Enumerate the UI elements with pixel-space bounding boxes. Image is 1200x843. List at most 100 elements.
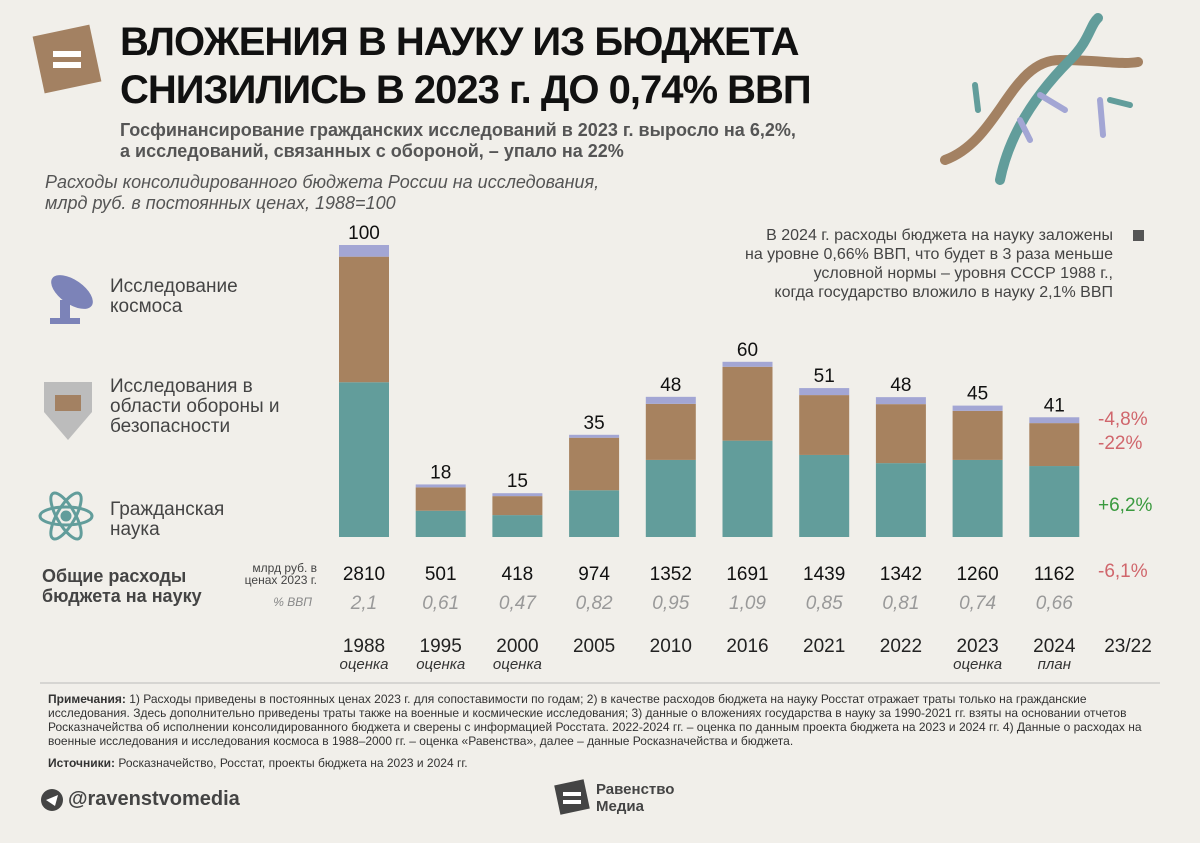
- bar-segment: [1029, 466, 1080, 537]
- change-label: -22%: [1098, 433, 1143, 454]
- spending-value: 501: [425, 564, 457, 585]
- gdp-share: 0,74: [959, 593, 996, 614]
- subtitle: Госфинансирование гражданских исследован…: [120, 120, 796, 140]
- change-label: -4,8%: [1098, 409, 1148, 430]
- bar-segment: [339, 245, 389, 257]
- annotation: когда государство вложило в науку 2,1% В…: [774, 284, 1113, 301]
- brand-name: Равенство: [596, 781, 675, 798]
- chart-caption: млрд руб. в постоянных ценах, 1988=100: [45, 193, 396, 213]
- spending-value: 1352: [650, 564, 692, 585]
- subtitle: а исследований, связанных с обороной, – …: [120, 141, 624, 161]
- bar-segment: [492, 496, 543, 516]
- bar-segment: [415, 510, 466, 537]
- category-note: оценка: [340, 656, 389, 673]
- gdp-share: 0,85: [806, 593, 843, 614]
- category-label: 2023: [956, 636, 998, 657]
- unit-label: % ВВП: [273, 595, 312, 609]
- gdp-share: 0,82: [576, 593, 613, 614]
- bar-segment: [415, 487, 466, 511]
- bar-segment: [799, 395, 850, 455]
- bar-segment: [492, 515, 543, 537]
- spending-value: 1691: [726, 564, 768, 585]
- total-label: 15: [507, 471, 528, 492]
- spending-value: 1342: [880, 564, 922, 585]
- sources: Источники: Росказначейство, Росстат, про…: [48, 756, 468, 770]
- annotation-marker: [1133, 230, 1144, 241]
- bar-segment: [492, 493, 543, 497]
- sources-text: Источники:: [48, 756, 116, 770]
- total-label: 48: [660, 375, 681, 396]
- bar-segment: [875, 463, 926, 537]
- spending-value: 974: [578, 564, 610, 585]
- bar-segment: [722, 361, 773, 367]
- gdp-share: 1,09: [729, 593, 766, 614]
- gdp-share: 2,1: [350, 593, 377, 614]
- unit-label: ценах 2023 г.: [245, 573, 317, 587]
- legend-icons: [38, 275, 94, 541]
- bar-segment: [799, 454, 850, 537]
- notes-text: 1) Расходы приведены в постоянных ценах …: [48, 692, 1142, 748]
- bar-segment: [415, 484, 466, 488]
- spending-value: 1162: [1034, 564, 1075, 585]
- total-label: 51: [814, 366, 835, 387]
- bar-segment: [645, 403, 696, 460]
- spending-value: 2810: [343, 564, 385, 585]
- category-label: 2021: [803, 636, 845, 657]
- title: ВЛОЖЕНИЯ В НАУКУ ИЗ БЮДЖЕТА: [120, 20, 799, 64]
- spending-value: 1260: [956, 564, 998, 585]
- annotation: условной нормы – уровня СССР 1988 г.,: [814, 265, 1113, 282]
- bar-segment: [875, 397, 926, 405]
- shield-icon: [44, 382, 92, 440]
- sources-text: Росказначейство, Росстат, проекты бюджет…: [118, 756, 468, 770]
- change-header: 23/22: [1104, 636, 1152, 657]
- chart-caption: Расходы консолидированного бюджета Росси…: [45, 172, 600, 192]
- bar-segment: [339, 382, 389, 537]
- satellite-icon: [50, 275, 93, 324]
- total-label: 48: [890, 375, 911, 396]
- notes: Примечания: 1) Расходы приведены в посто…: [48, 692, 1158, 748]
- category-label: 2024: [1033, 636, 1076, 657]
- brand-logo: [554, 779, 590, 815]
- bar-segment: [952, 410, 1003, 460]
- bar-segment: [569, 437, 620, 491]
- bar-segment: [952, 459, 1003, 537]
- category-label: 2010: [650, 636, 692, 657]
- gdp-share: 0,61: [422, 593, 459, 614]
- gdp-share: 0,95: [652, 593, 689, 614]
- bar-segment: [569, 434, 620, 438]
- bar-segment: [1029, 417, 1080, 424]
- category-label: 2022: [880, 636, 922, 657]
- unit-label: млрд руб. в: [252, 561, 317, 575]
- category-label: 2016: [726, 636, 768, 657]
- legend-label: Гражданская наука: [110, 499, 225, 540]
- total-label: 100: [348, 223, 380, 244]
- category-note: оценка: [953, 656, 1002, 673]
- category-note: оценка: [493, 656, 542, 673]
- notes-text: Примечания:: [48, 692, 126, 706]
- annotation: В 2024 г. расходы бюджета на науку залож…: [766, 227, 1113, 244]
- bar-segment: [569, 490, 620, 537]
- bar-segment: [339, 256, 389, 383]
- total-label: 41: [1044, 395, 1065, 416]
- change-label: +6,2%: [1098, 495, 1153, 516]
- bar-segment: [645, 459, 696, 537]
- gdp-share: 0,47: [499, 593, 537, 614]
- title: СНИЗИЛИСЬ В 2023 г. ДО 0,74% ВВП: [120, 68, 812, 112]
- bar-segment: [645, 396, 696, 404]
- category-label: 1995: [420, 636, 462, 657]
- total-label: 18: [430, 462, 451, 483]
- category-label: 2005: [573, 636, 615, 657]
- bar-segment: [952, 405, 1003, 411]
- spending-value: 1439: [803, 564, 845, 585]
- telegram-icon: [41, 789, 63, 811]
- gdp-share: 0,66: [1036, 593, 1073, 614]
- logo: [32, 24, 102, 94]
- bar-segment: [722, 366, 773, 441]
- total-change: -6,1%: [1098, 561, 1148, 582]
- bar-segment: [1029, 423, 1080, 467]
- legend-label: Исследования в области обороны и безопас…: [110, 376, 280, 437]
- category-label: 1988: [343, 636, 385, 657]
- category-label: 2000: [496, 636, 538, 657]
